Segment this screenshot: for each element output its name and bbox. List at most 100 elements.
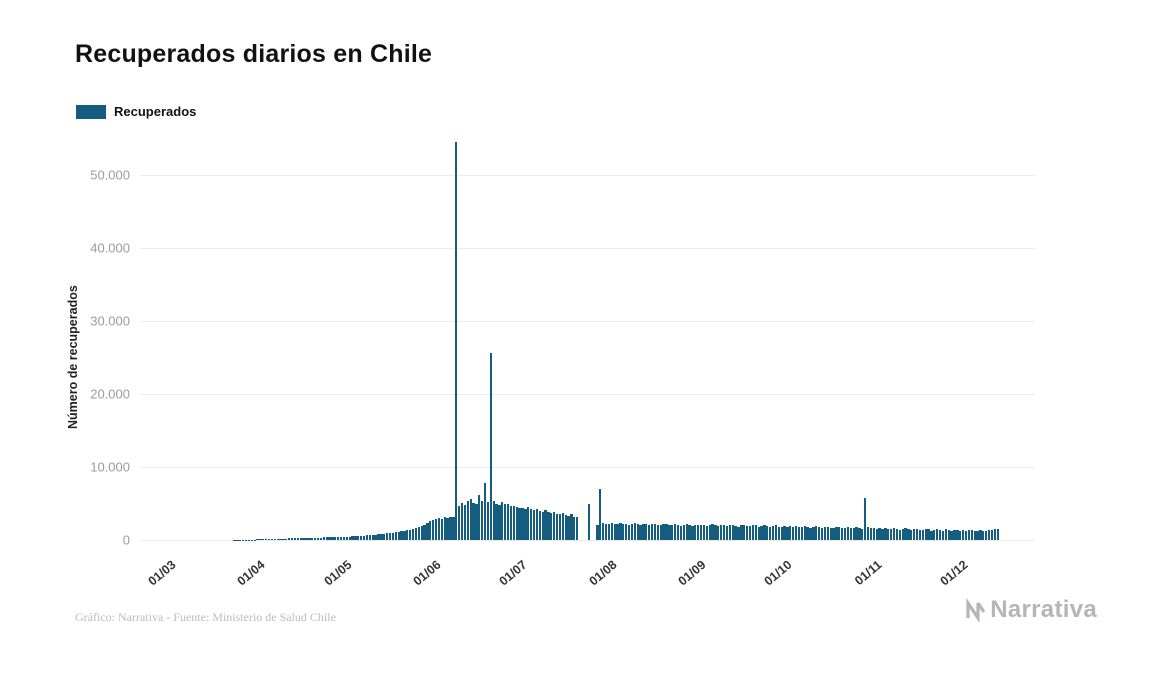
bar	[921, 530, 924, 540]
gridline	[140, 540, 1035, 541]
bar	[463, 504, 467, 540]
bar	[279, 538, 282, 540]
bar	[371, 534, 374, 540]
bar	[812, 526, 815, 540]
bar	[881, 529, 884, 540]
bar	[924, 529, 927, 540]
bar	[674, 523, 677, 540]
bar	[518, 507, 521, 540]
bar	[979, 529, 982, 540]
bar	[339, 536, 343, 540]
bar	[820, 527, 824, 540]
bar	[360, 535, 363, 540]
bar	[708, 525, 711, 540]
bar	[316, 537, 320, 540]
bar	[290, 538, 294, 540]
bar	[288, 538, 291, 540]
bar	[953, 530, 956, 540]
bar	[783, 526, 786, 540]
bar	[334, 537, 337, 540]
bar	[913, 529, 916, 540]
bar	[604, 523, 608, 540]
bar	[993, 529, 996, 540]
bar	[697, 524, 700, 540]
bar	[933, 529, 936, 540]
bar	[826, 526, 829, 540]
bar	[388, 533, 392, 540]
bar	[524, 508, 527, 540]
bar	[650, 524, 654, 540]
chart-credit: Gráfico: Narrativa - Fuente: Ministerio …	[75, 610, 336, 624]
bar	[328, 537, 331, 540]
bar	[469, 499, 472, 540]
bar	[967, 529, 971, 540]
bar	[818, 527, 821, 540]
bar	[351, 536, 354, 540]
bar	[838, 527, 841, 540]
bar	[636, 524, 639, 540]
gridline	[140, 467, 1035, 468]
bar	[846, 526, 850, 540]
bar	[587, 503, 590, 540]
bar	[466, 501, 469, 540]
bar	[786, 526, 789, 540]
bar	[440, 519, 444, 540]
bar	[610, 523, 613, 540]
bar	[740, 525, 743, 540]
legend-swatch-icon	[76, 104, 106, 119]
bar	[411, 529, 415, 540]
bar	[702, 524, 706, 540]
x-tick-label: 01/08	[586, 557, 620, 589]
bar	[535, 508, 539, 540]
narrativa-logo: Narrativa	[964, 596, 1097, 624]
bar	[751, 524, 755, 540]
bar	[409, 529, 412, 540]
bar	[849, 527, 852, 540]
bar	[705, 525, 708, 540]
bar	[835, 526, 838, 540]
bar	[406, 530, 409, 540]
bar	[256, 539, 259, 540]
bar	[809, 527, 812, 540]
bar	[728, 525, 732, 540]
bar	[273, 538, 276, 540]
bar	[619, 522, 622, 540]
bar	[800, 527, 804, 540]
bar	[443, 517, 446, 540]
bar	[927, 529, 930, 540]
bar	[746, 526, 749, 540]
bar	[780, 526, 783, 540]
bar	[530, 509, 533, 540]
bar	[774, 525, 778, 540]
bar	[417, 527, 420, 540]
bar	[331, 537, 334, 540]
bar	[599, 488, 602, 540]
bar	[538, 510, 541, 540]
bar	[374, 534, 377, 540]
bar	[630, 523, 634, 540]
bar	[869, 527, 873, 540]
bar	[564, 515, 567, 540]
bar	[561, 513, 564, 540]
bar	[354, 536, 357, 540]
bar	[659, 525, 662, 540]
y-tick-label: 0	[122, 532, 130, 548]
bar	[763, 525, 766, 540]
bar	[472, 502, 475, 540]
bar	[878, 528, 881, 540]
bar	[648, 525, 651, 540]
gridline	[140, 394, 1035, 395]
bar	[365, 535, 369, 540]
bar	[973, 530, 976, 540]
y-tick-label: 30.000	[90, 313, 130, 329]
bar	[478, 495, 481, 540]
bar	[403, 530, 406, 540]
bar	[743, 525, 746, 540]
bar	[794, 525, 798, 540]
bar	[423, 524, 426, 540]
bar	[872, 528, 876, 540]
bar	[699, 525, 703, 540]
bar	[797, 526, 801, 540]
bar	[570, 514, 573, 540]
bar	[553, 511, 556, 540]
